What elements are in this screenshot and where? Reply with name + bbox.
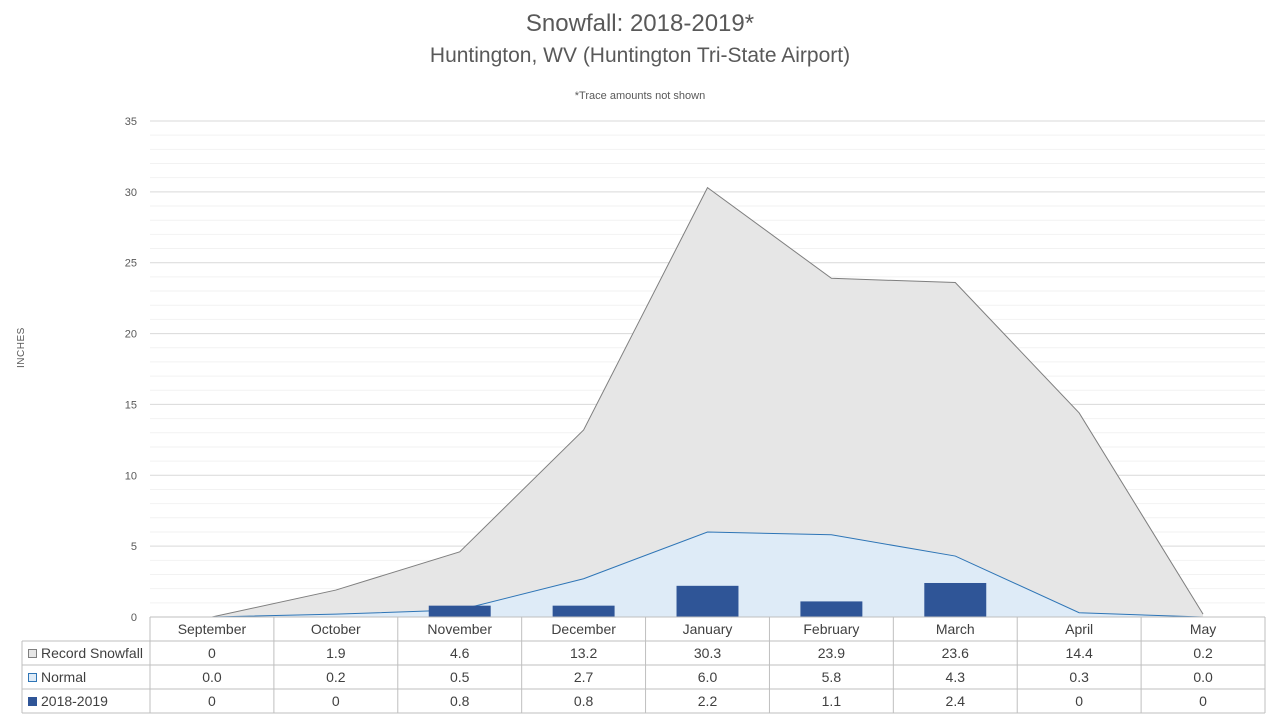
y-tick-label: 20 [125, 329, 137, 341]
data-label: 0 [208, 645, 216, 661]
data-label: 4.6 [450, 645, 470, 661]
area-fill-0 [211, 187, 1204, 617]
data-label: 0 [1199, 693, 1207, 709]
x-tick-label: April [1065, 621, 1093, 637]
bar [924, 582, 987, 617]
data-label: 0.3 [1069, 669, 1089, 685]
data-label: 0.0 [1193, 669, 1213, 685]
data-label: 6.0 [698, 669, 718, 685]
bar [676, 585, 739, 617]
chart-subtitle: Huntington, WV (Huntington Tri-State Air… [429, 44, 851, 67]
bar [552, 605, 615, 617]
data-label: 0 [208, 693, 216, 709]
area-line-1 [211, 531, 1204, 618]
y-tick-label: 15 [125, 399, 137, 411]
x-tick-label: November [427, 621, 492, 637]
x-tick-label: March [936, 621, 975, 637]
data-label: 0.2 [326, 669, 346, 685]
legend-key [28, 673, 37, 682]
y-tick-label: 35 [125, 116, 137, 128]
x-tick-label: October [311, 621, 361, 637]
x-tick-label: February [803, 621, 859, 637]
data-label: 4.3 [946, 669, 966, 685]
data-label: 0.8 [450, 693, 470, 709]
chart-title: Snowfall: 2018-2019* [525, 10, 755, 37]
data-label: 23.9 [818, 645, 845, 661]
y-tick-label: 10 [125, 470, 137, 482]
legend-label: Normal [41, 669, 86, 685]
legend-label: Record Snowfall [41, 645, 143, 661]
data-label: 30.3 [694, 645, 721, 661]
data-label: 0.0 [202, 669, 222, 685]
legend-label: 2018-2019 [41, 693, 108, 709]
chart-note: *Trace amounts not shown [574, 90, 706, 102]
legend-key [28, 649, 37, 658]
x-tick-label: May [1190, 621, 1216, 637]
x-tick-label: December [551, 621, 616, 637]
legend-key [28, 697, 37, 706]
data-label: 0 [1075, 693, 1083, 709]
data-label: 2.2 [698, 693, 718, 709]
data-label: 1.1 [822, 693, 842, 709]
data-label: 2.7 [574, 669, 594, 685]
data-label: 5.8 [822, 669, 842, 685]
x-tick-label: January [683, 621, 733, 637]
y-tick-label: 0 [131, 612, 137, 624]
data-label: 23.6 [942, 645, 969, 661]
data-label: 0 [332, 693, 340, 709]
y-tick-label: 25 [125, 258, 137, 270]
data-label: 0.8 [574, 693, 594, 709]
data-label: 0.2 [1193, 645, 1213, 661]
data-label: 13.2 [570, 645, 597, 661]
area-line-0 [211, 186, 1204, 618]
data-label: 14.4 [1066, 645, 1093, 661]
data-label: 1.9 [326, 645, 346, 661]
data-label: 2.4 [946, 693, 966, 709]
y-tick-label: 5 [131, 541, 137, 553]
data-label: 0.5 [450, 669, 470, 685]
bar [428, 605, 491, 617]
x-tick-label: September [178, 621, 247, 637]
y-tick-label: 30 [125, 187, 137, 199]
bar [800, 601, 863, 617]
